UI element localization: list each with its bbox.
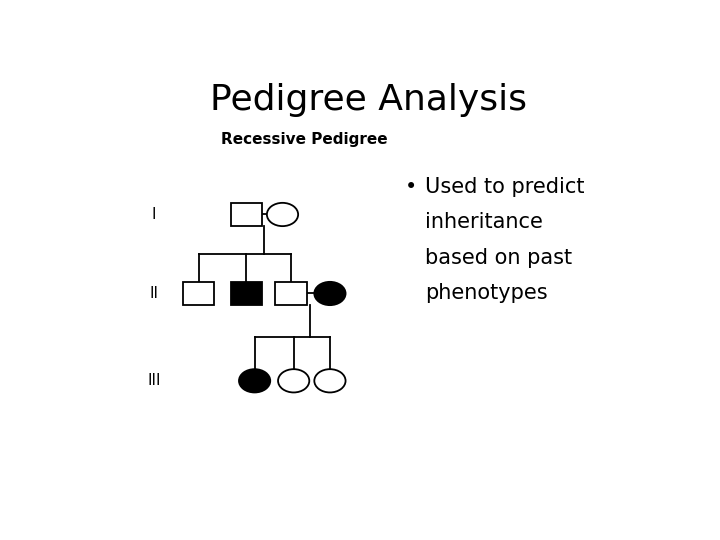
Bar bbox=[230, 203, 262, 226]
Text: phenotypes: phenotypes bbox=[425, 283, 547, 303]
Ellipse shape bbox=[315, 369, 346, 393]
Bar bbox=[183, 282, 215, 305]
Text: I: I bbox=[152, 207, 156, 222]
Ellipse shape bbox=[267, 203, 298, 226]
Text: Pedigree Analysis: Pedigree Analysis bbox=[210, 83, 528, 117]
Text: III: III bbox=[148, 373, 161, 388]
Bar bbox=[275, 282, 307, 305]
Ellipse shape bbox=[239, 369, 270, 393]
Text: Recessive Pedigree: Recessive Pedigree bbox=[221, 132, 388, 147]
Bar bbox=[230, 282, 262, 305]
Text: inheritance: inheritance bbox=[425, 212, 543, 232]
Ellipse shape bbox=[315, 282, 346, 305]
Text: based on past: based on past bbox=[425, 248, 572, 268]
Text: •: • bbox=[405, 177, 418, 197]
Text: II: II bbox=[150, 286, 158, 301]
Ellipse shape bbox=[278, 369, 310, 393]
Text: Used to predict: Used to predict bbox=[425, 177, 585, 197]
